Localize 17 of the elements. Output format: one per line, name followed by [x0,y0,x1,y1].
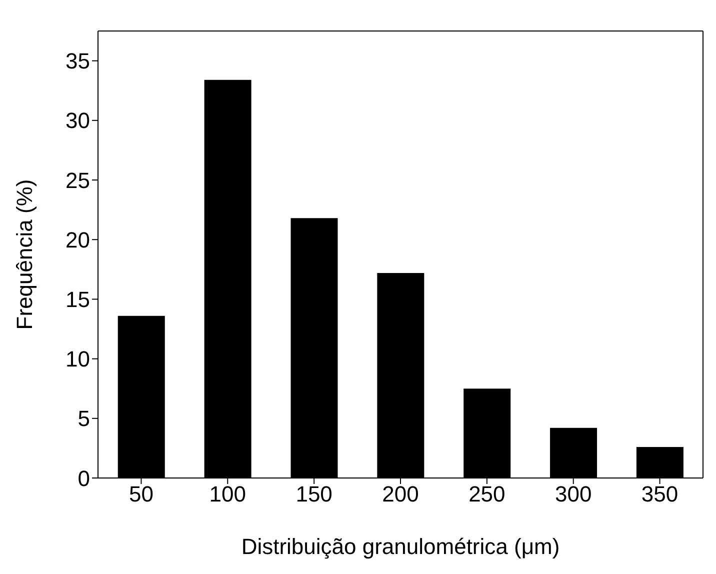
y-tick-label: 10 [66,346,90,372]
x-tick-label: 150 [296,482,332,507]
x-tick-label: 300 [555,482,592,507]
y-axis-title: Frequência (%) [12,179,37,330]
y-tick-label: 5 [78,406,90,432]
y-tick-label: 15 [66,287,90,312]
y-tick-label: 20 [66,227,90,252]
x-tick-label: 350 [641,482,678,507]
x-tick-label: 200 [382,482,419,507]
y-tick-label: 35 [66,48,90,74]
y-tick-label: 30 [66,108,90,134]
y-tick-label: 0 [78,466,90,491]
x-tick-label: 50 [128,482,154,507]
x-tick-label: 100 [209,482,246,507]
x-axis-title: Distribuição granulométrica (μm) [241,534,560,559]
y-tick-label: 25 [66,168,90,193]
x-tick-label: 250 [468,482,506,507]
